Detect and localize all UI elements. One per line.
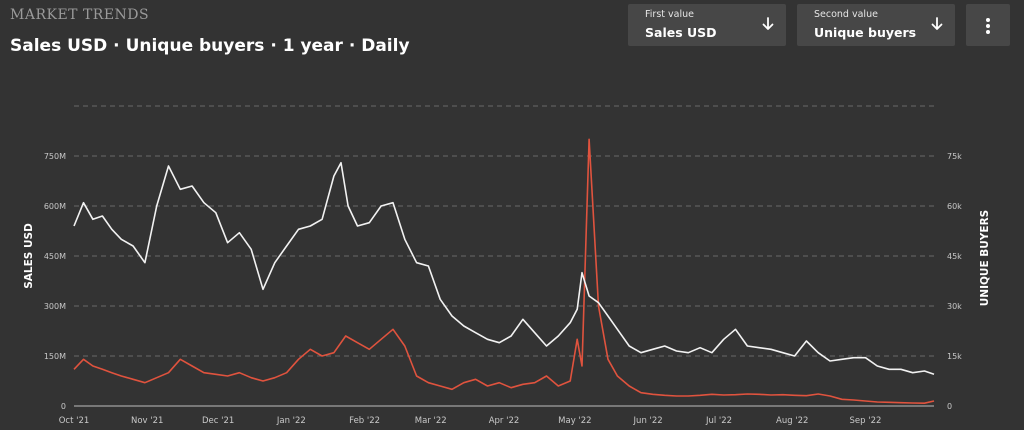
x-tick-label: Dec '21	[202, 416, 234, 426]
x-tick-label: Jul '22	[705, 416, 732, 426]
x-axis-ticks: Oct '21 Nov '21 Dec '21 Jan '22 Feb '22 Mar '…	[59, 416, 882, 426]
y-tick-label: 450M	[44, 252, 66, 261]
y-tick-label: 150M	[44, 352, 66, 361]
y2-tick-label: 15k	[947, 352, 962, 361]
x-tick-label: Jan '22	[276, 416, 306, 426]
x-tick-label: May '22	[558, 416, 591, 426]
chart-title: Sales USD · Unique buyers · 1 year · Dai…	[10, 36, 410, 56]
x-tick-label: Jun '22	[633, 416, 663, 426]
first-value-select[interactable]: First value Sales USD	[628, 4, 786, 46]
second-value-caption: Second value	[814, 9, 878, 20]
series-line-unique-buyers	[73, 138, 935, 405]
brand-logo-text: MARKET TRENDS	[10, 7, 150, 23]
x-tick-label: Sep '22	[850, 416, 882, 426]
y-tick-label: 750M	[44, 152, 66, 161]
y-axis-right-ticks: 0 15k 30k 45k 60k 75k	[947, 152, 962, 411]
x-tick-label: Aug '22	[776, 416, 808, 426]
first-value-selected: Sales USD	[645, 25, 717, 40]
second-value-select[interactable]: Second value Unique buyers	[797, 4, 955, 46]
y2-tick-label: 60k	[947, 202, 962, 211]
more-options-button[interactable]	[966, 4, 1010, 46]
second-value-selected: Unique buyers	[814, 25, 917, 40]
series-line-sales-usd	[73, 161, 935, 376]
arrow-down-icon	[931, 17, 943, 30]
x-tick-label: Oct '21	[59, 416, 90, 426]
y-axis-left-label: SALES USD	[23, 223, 35, 289]
arrow-down-icon	[762, 17, 774, 30]
y-axis-left-ticks: 0 150M 300M 450M 600M 750M	[44, 152, 66, 411]
x-tick-label: Nov '21	[131, 416, 163, 426]
x-tick-label: Mar '22	[415, 416, 447, 426]
x-tick-label: Feb '22	[349, 416, 380, 426]
y-tick-label: 0	[61, 402, 66, 411]
y2-tick-label: 75k	[947, 152, 962, 161]
series-lines	[73, 138, 935, 405]
y-axis-right-label: UNIQUE BUYERS	[979, 210, 991, 306]
y2-tick-label: 30k	[947, 302, 962, 311]
y2-tick-label: 45k	[947, 252, 962, 261]
y-tick-label: 600M	[44, 202, 66, 211]
x-tick-label: Apr '22	[489, 416, 520, 426]
grid-lines	[74, 105, 934, 357]
first-value-caption: First value	[645, 9, 694, 20]
y-tick-label: 300M	[44, 302, 66, 311]
y2-tick-label: 0	[947, 402, 952, 411]
